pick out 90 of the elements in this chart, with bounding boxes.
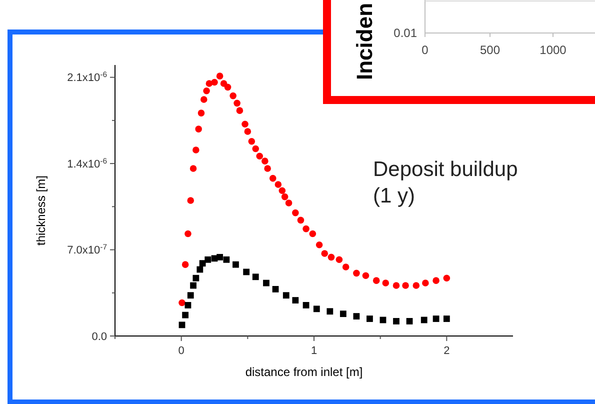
- y-axis-title: thickness [m]: [34, 175, 48, 246]
- point: [204, 256, 212, 263]
- point: [309, 230, 316, 238]
- point: [200, 96, 208, 103]
- point: [281, 193, 288, 200]
- point: [192, 274, 200, 282]
- point: [282, 292, 290, 299]
- point: [393, 318, 400, 324]
- point: [178, 322, 186, 328]
- point: [372, 277, 380, 284]
- point: [230, 92, 236, 100]
- x-axis-title: distance from inlet [m]: [245, 365, 363, 379]
- point: [242, 120, 248, 128]
- point: [432, 316, 440, 322]
- point: [382, 280, 390, 286]
- point: [278, 187, 286, 194]
- point: [223, 256, 230, 263]
- point: [302, 225, 310, 232]
- point: [342, 264, 350, 270]
- text: 500: [480, 43, 500, 57]
- point: [443, 316, 450, 322]
- x-tick-label: 1: [310, 345, 318, 357]
- x-tick-label: 2: [444, 345, 450, 357]
- point: [196, 266, 204, 273]
- x-tick-label: 0: [178, 345, 184, 357]
- point: [184, 230, 192, 238]
- point: [297, 216, 304, 224]
- point: [190, 165, 197, 172]
- annotation: Deposit buildup (1 y): [373, 158, 518, 208]
- point: [353, 270, 360, 277]
- point: [316, 241, 323, 248]
- point: [412, 282, 420, 289]
- point: [292, 209, 299, 216]
- point: [313, 306, 320, 312]
- point: [432, 277, 440, 284]
- point: [192, 146, 200, 154]
- text: 1000: [540, 43, 567, 57]
- point: [326, 308, 334, 315]
- point: [252, 145, 260, 152]
- point: [216, 254, 224, 260]
- point: [321, 250, 328, 257]
- point: [248, 138, 256, 145]
- point: [328, 254, 335, 261]
- point: [244, 128, 252, 135]
- point: [182, 312, 189, 318]
- point: [285, 200, 292, 206]
- point: [203, 87, 210, 94]
- point: [336, 256, 343, 264]
- point: [198, 110, 205, 116]
- point: [340, 310, 346, 318]
- point: [224, 84, 232, 91]
- point: [256, 152, 264, 160]
- point: [236, 107, 244, 114]
- point: [178, 299, 186, 306]
- y-tick-label: 2.1x10$^{-6}$: [67, 70, 107, 84]
- point: [190, 282, 196, 289]
- point: [422, 280, 429, 286]
- point: [252, 274, 259, 280]
- point: [262, 158, 268, 164]
- point: [302, 302, 310, 308]
- point: [272, 286, 279, 292]
- text: 0: [422, 43, 429, 57]
- point: [243, 268, 250, 276]
- point: [234, 100, 240, 107]
- point: [366, 316, 373, 322]
- annotation: Inciden: [352, 2, 377, 80]
- point: [420, 316, 428, 324]
- point: [232, 261, 239, 268]
- point: [195, 126, 202, 132]
- y-tick-label: 0.0: [92, 330, 107, 343]
- y-tick-label: 7.0x10$^{-7}$: [67, 242, 107, 257]
- point: [292, 297, 299, 304]
- y-tick-label: 1.4x10$^{-6}$: [67, 156, 107, 170]
- point: [187, 197, 194, 204]
- point: [362, 272, 370, 280]
- point: [263, 280, 270, 286]
- point: [269, 174, 276, 182]
- point: [353, 313, 360, 320]
- point: [402, 282, 409, 289]
- point: [443, 274, 450, 282]
- point: [182, 261, 189, 268]
- point: [216, 72, 224, 80]
- point: [406, 318, 413, 324]
- point: [187, 292, 194, 299]
- point: [184, 302, 192, 308]
- point: [211, 78, 218, 86]
- text: 0.01: [394, 26, 418, 40]
- point: [264, 165, 271, 172]
- point: [274, 181, 282, 188]
- point: [392, 282, 400, 289]
